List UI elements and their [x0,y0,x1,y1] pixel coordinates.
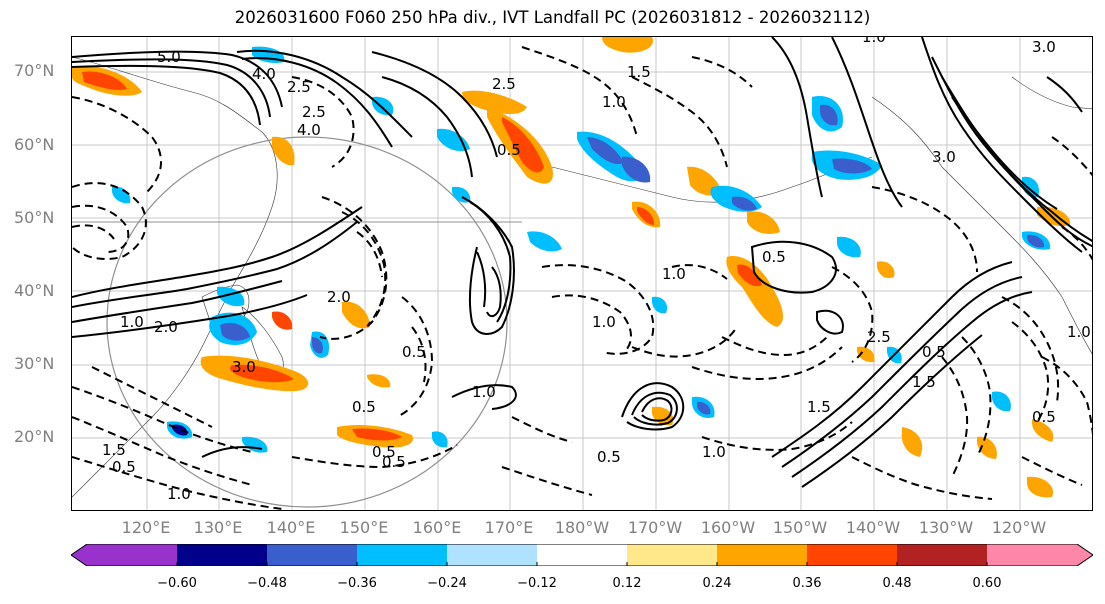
lat-label-60n: 60°N [14,135,55,154]
contour-label-group: 5.0 4.0 4.0 2.0 1.0 0.5 1.0 1.5 2.0 2.5 … [102,37,1091,503]
colorbar-tick-label: 0.12 [612,576,642,591]
colorbar-segment [447,544,538,566]
contour-label: 1.0 [472,383,496,401]
contour-label: 0.5 [112,458,136,476]
contour-label: 0.5 [382,453,406,471]
colorbar-tick-label: −0.24 [427,576,467,591]
colorbar-tick-label: −0.60 [157,576,197,591]
contour-label: 1.0 [120,313,144,331]
contour-label: 0.5 [597,448,621,466]
contour-label: 2.5 [302,103,326,121]
contour-label: 1.0 [592,313,616,331]
colorbar-segment [357,544,448,566]
colorbar-tick-label: −0.36 [337,576,377,591]
colorbar-segment [807,544,898,566]
contour-label: 0.5 [1032,408,1056,426]
lon-label-170w: 170°W [627,518,683,537]
contour-label: 0.5 [372,443,396,461]
contour-label: 1.5 [807,398,831,416]
lat-label-40n: 40°N [14,281,55,300]
contour-label: 1.5 [627,63,651,81]
map-panel: 5.0 4.0 4.0 2.0 1.0 0.5 1.0 1.5 2.0 2.5 … [71,36,1093,511]
contour-label: 2.0 [154,318,178,336]
lon-label-150w: 150°W [772,518,828,537]
contour-label: 0.5 [762,248,786,266]
lat-label-50n: 50°N [14,208,55,227]
map-canvas: 5.0 4.0 4.0 2.0 1.0 0.5 1.0 1.5 2.0 2.5 … [72,37,1092,510]
lat-label-30n: 30°N [14,354,55,373]
lon-label-170e: 170°E [484,518,534,537]
colorbar-tick-label: 0.60 [972,576,1002,591]
colorbar-segment [897,544,988,566]
contour-label: 1.5 [912,373,936,391]
lon-label-150e: 150°E [339,518,389,537]
map-title: 2026031600 F060 250 hPa div., IVT Landfa… [234,8,871,27]
colorbar-tick-marks [176,562,988,566]
contour-label: 0.5 [497,141,521,159]
contour-label: 3.0 [932,148,956,166]
contour-label: 2.5 [287,78,311,96]
colorbar-segment [71,544,177,566]
colorbar-tick-label: 0.24 [702,576,732,591]
colorbar-segment [267,544,358,566]
contour-label: 4.0 [297,121,321,139]
region-circle [106,136,508,508]
lat-label-70n: 70°N [14,61,55,80]
contour-label: 1.0 [662,265,686,283]
colorbar-segment [987,544,1093,566]
lon-label-130e: 130°E [193,518,243,537]
lon-label-130w: 130°W [918,518,974,537]
lon-label-120w: 120°W [991,518,1047,537]
lon-label-120e: 120°E [121,518,171,537]
colorbar-tick-label: 0.48 [882,576,912,591]
colorbar-segment [177,544,268,566]
colorbar-segment [717,544,808,566]
lon-label-140w: 140°W [845,518,901,537]
colorbar [71,544,1093,566]
negative-divergence-fills [112,46,1051,453]
contour-label: 1.0 [167,485,191,503]
contour-label: 0.5 [922,343,946,361]
contour-label: 3.0 [1032,38,1056,56]
colorbar-tick-label: −0.48 [247,576,287,591]
contour-label: 1.5 [102,441,126,459]
contour-label: 5.0 [157,48,181,66]
dashed-contours [72,46,1092,510]
lon-label-140e: 140°E [266,518,316,537]
contour-label: 0.5 [352,398,376,416]
contour-label: 1.0 [1067,323,1091,341]
colorbar-tick-label: 0.36 [792,576,822,591]
colorbar-segment [537,544,628,566]
colorbar-segments [71,544,1093,566]
graticule [72,37,1092,510]
contour-label: 0.5 [402,343,426,361]
contour-label: 1.0 [862,37,886,46]
contour-label: 1.0 [602,93,626,111]
lon-label-160w: 160°W [700,518,756,537]
solid-contours [72,37,1092,488]
contour-label: 1.0 [702,443,726,461]
lat-label-20n: 20°N [14,427,55,446]
colorbar-segment [627,544,718,566]
positive-divergence-fills [72,37,1071,498]
lon-label-180w: 180°W [554,518,610,537]
lon-label-160e: 160°E [412,518,462,537]
contour-label: 2.5 [867,328,891,346]
colorbar-tick-label: −0.12 [517,576,557,591]
contour-label: 2.0 [327,288,351,306]
contour-label: 2.5 [492,75,516,93]
contour-label: 3.0 [232,358,256,376]
contour-label: 4.0 [252,65,276,83]
